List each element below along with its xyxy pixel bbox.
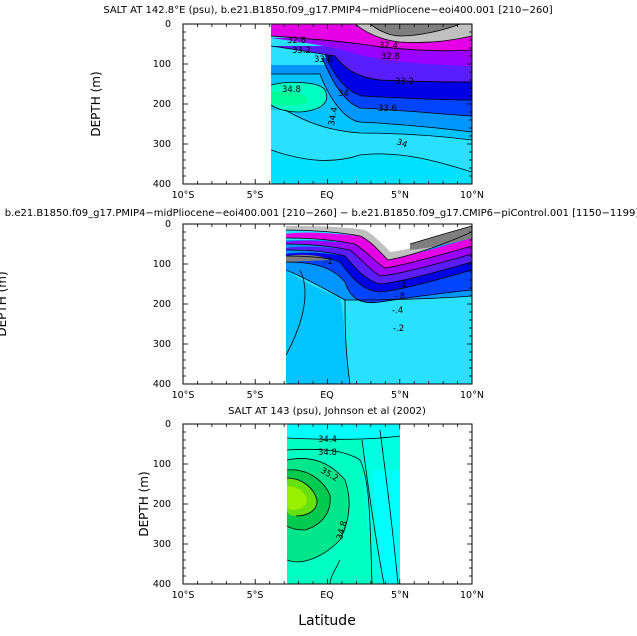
y-tick-label: 0 <box>165 219 171 230</box>
contour-label: 33.2 <box>395 77 414 87</box>
panel-1-title: SALT AT 142.8°E (psu), b.e21.B1850.f09_g… <box>103 5 552 16</box>
contour-label: -1 <box>324 257 332 267</box>
panel-3: SALT AT 143 (psu), Johnson et al (2002) <box>137 406 484 629</box>
panel-1-band-max <box>271 91 308 106</box>
contour-label: 34.8 <box>335 520 350 541</box>
panel-2-band-e6 <box>286 252 472 292</box>
x-tick-label: 10°S <box>172 590 195 601</box>
x-tick-label: 5°N <box>391 190 409 201</box>
y-tick-label: 0 <box>165 19 171 30</box>
panel-1-contour-labels: 32.8 32.4 33.2 32.8 33.6 33.2 34.8 34 33… <box>282 36 414 151</box>
panel-3-contours <box>287 424 400 584</box>
x-tick-label: 5°S <box>247 390 264 401</box>
x-tick-label: 10°N <box>460 590 484 601</box>
x-tick-label: 5°N <box>391 590 409 601</box>
panel-2: b.e21.B1850.f09_g17.PMIP4−midPliocene−eo… <box>0 208 637 401</box>
tick-marks <box>182 23 473 585</box>
x-tick-label: EQ <box>320 590 333 601</box>
contour-label: 34.8 <box>318 448 337 458</box>
x-tick-label: 5°N <box>391 390 409 401</box>
x-tick-label: 10°S <box>172 390 195 401</box>
contour-label: -1 <box>398 280 406 290</box>
y-tick-label: 0 <box>165 419 171 430</box>
x-tick-label: 5°S <box>247 190 264 201</box>
x-axis-label: Latitude <box>298 613 356 629</box>
panel-2-band-grey-left <box>286 254 330 262</box>
x-tick-label: 10°N <box>460 390 484 401</box>
panel-2-title: b.e21.B1850.f09_g17.PMIP4−midPliocene−eo… <box>5 208 637 219</box>
y-tick-label: 200 <box>153 99 171 110</box>
panel-3-band-top <box>287 424 400 440</box>
y-tick-label: 100 <box>153 459 171 470</box>
x-tick-label: EQ <box>320 390 333 401</box>
y-tick-label: 200 <box>153 299 171 310</box>
panel-1-band-grey <box>370 24 460 36</box>
panel-2-band-c3 <box>286 270 350 384</box>
panel-2-band-44 <box>286 258 472 303</box>
contour-label: 33.6 <box>314 55 333 65</box>
contour-label: 33.2 <box>292 46 311 56</box>
panel-2-ticks: 0 100 200 300 400 10°S 5°S EQ 5°N 10°N <box>153 219 484 401</box>
panel-2-contours <box>286 224 472 384</box>
panel-1-contours <box>271 24 472 184</box>
y-tick-label: 300 <box>153 539 171 550</box>
contour-label: 33.6 <box>378 104 397 114</box>
contour-label: 32.4 <box>379 41 398 51</box>
contour-label: 34.4 <box>327 106 340 126</box>
y-tick-label: 400 <box>153 379 171 390</box>
contour-label: 34 <box>338 89 349 99</box>
panel-1: SALT AT 142.8°E (psu), b.e21.B1850.f09_g… <box>89 5 553 201</box>
panel-3-band-max <box>287 486 307 510</box>
y-tick-label: 300 <box>153 339 171 350</box>
y-tick-label: 300 <box>153 139 171 150</box>
panel-1-ticks: 0 100 200 300 400 10°S 5°S EQ 5°N 10°N <box>153 19 484 201</box>
panel-3-ylabel: DEPTH (m) <box>137 471 151 536</box>
contour-label: 34.8 <box>282 85 301 95</box>
x-tick-label: EQ <box>320 190 333 201</box>
panel-3-band-cyan2 <box>372 470 400 584</box>
y-tick-label: 100 <box>153 259 171 270</box>
panel-2-band-white <box>286 224 472 252</box>
panel-1-ylabel: DEPTH (m) <box>89 71 103 136</box>
contour-label: 32.8 <box>381 52 400 62</box>
y-tick-label: 100 <box>153 59 171 70</box>
panel-2-band-grey <box>410 226 472 250</box>
contour-label: 34 <box>395 137 409 150</box>
contour-label: -.4 <box>392 306 403 316</box>
panel-2-band-e6e6 <box>286 232 472 268</box>
x-tick-label: 10°S <box>172 190 195 201</box>
panel-3-title: SALT AT 143 (psu), Johnson et al (2002) <box>228 406 426 417</box>
panel-2-contour-labels: -1 -1 -.8 -.4 -.2 <box>324 257 406 334</box>
panel-3-ticks: 0 100 200 300 400 10°S 5°S EQ 5°N 10°N <box>153 419 484 601</box>
contour-label: 34.4 <box>318 435 337 445</box>
contour-label: -.2 <box>393 324 404 334</box>
y-tick-label: 400 <box>153 579 171 590</box>
contour-label: -.8 <box>394 292 405 302</box>
contour-label: 32.8 <box>287 36 306 46</box>
y-tick-label: 200 <box>153 499 171 510</box>
x-tick-label: 10°N <box>460 190 484 201</box>
panel-2-ylabel: DEPTH (m) <box>0 271 9 336</box>
y-tick-label: 400 <box>153 179 171 190</box>
x-tick-label: 5°S <box>247 590 264 601</box>
